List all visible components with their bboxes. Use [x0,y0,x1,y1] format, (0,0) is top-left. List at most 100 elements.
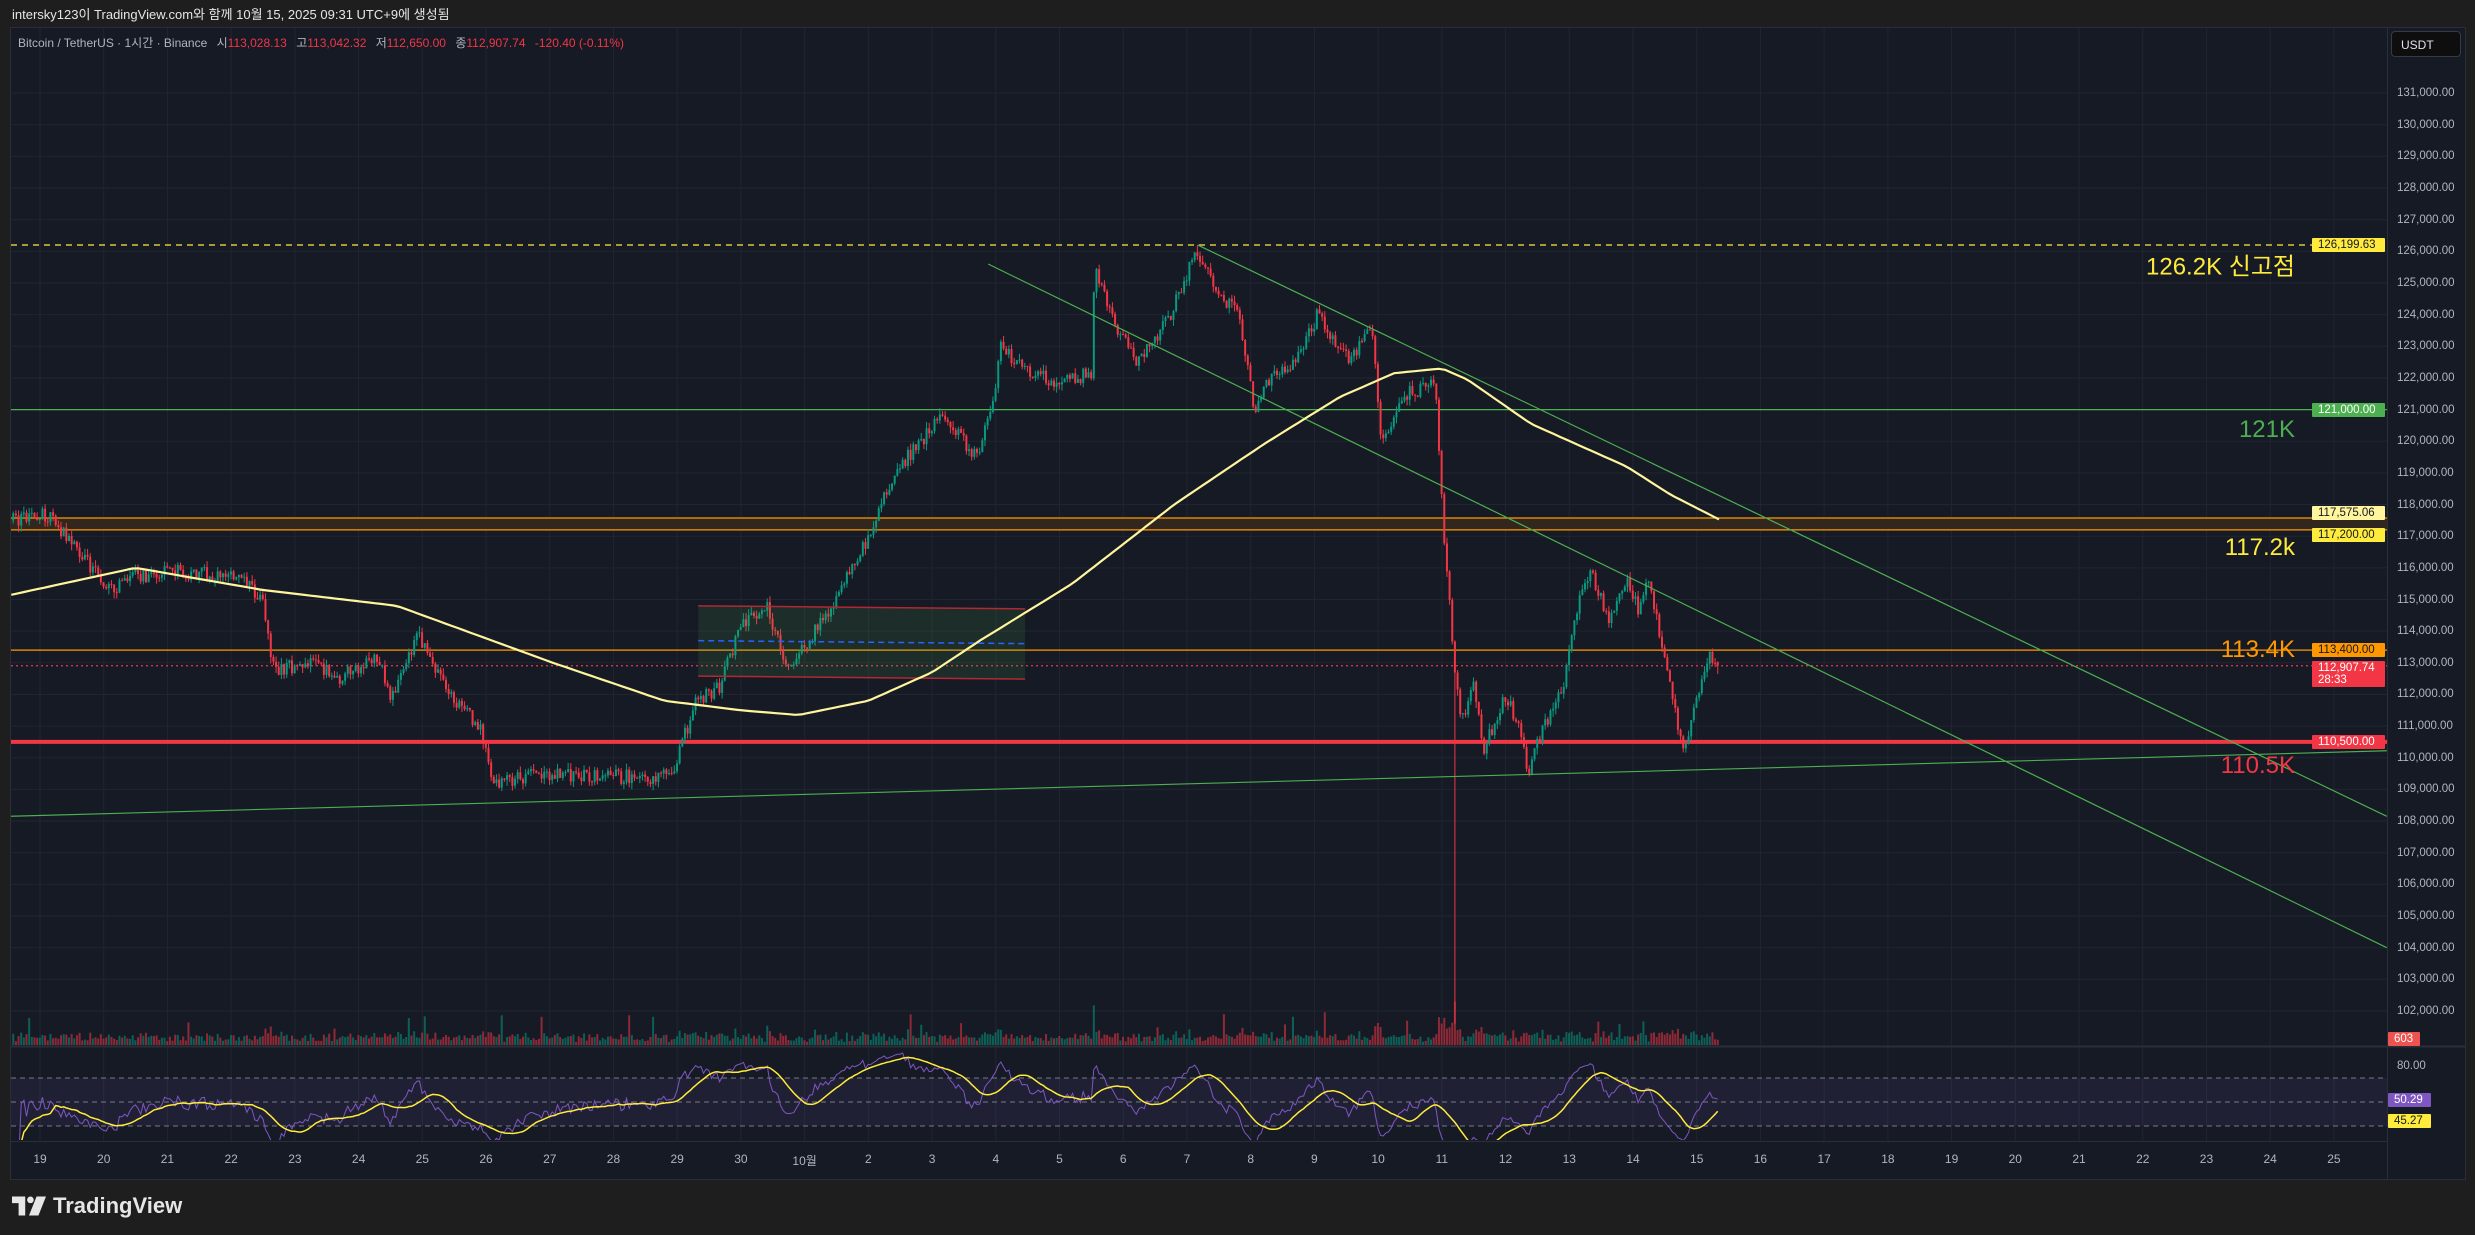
candle-body [1477,701,1480,715]
volume-bar [1228,1035,1231,1045]
volume-bar [771,1036,774,1045]
candle-body [137,569,140,574]
volume-bar [1496,1035,1499,1045]
candle-body [413,640,416,655]
candle-body [235,577,238,580]
candle-body [1589,570,1592,582]
volume-bar [1520,1036,1523,1045]
volume-bar [1655,1037,1658,1045]
volume-bar [1337,1040,1340,1045]
volume-bar [580,1037,583,1045]
volume-bar [933,1036,936,1045]
candle-body [1626,578,1629,587]
candle-body [875,520,878,528]
tradingview-logo[interactable]: TradingView [12,1193,182,1219]
volume-bar [678,1030,681,1045]
volume-bar [1305,1034,1308,1045]
volume-bar [885,1040,888,1045]
candle-body [630,774,633,784]
volume-bar [1384,1038,1387,1045]
volume-bar [1440,1023,1443,1045]
volume-bar [567,1036,570,1045]
volume-bar [691,1033,694,1045]
volume-bar [1321,1037,1324,1045]
candle-body [360,667,363,674]
candle-body [1491,729,1494,736]
symbol-name[interactable]: Bitcoin / TetherUS · 1시간 · Binance [18,36,208,50]
volume-bar [198,1035,201,1045]
candle-body [920,438,923,441]
volume-bar [344,1037,347,1045]
volume-bar [391,1037,394,1045]
candle-body [60,527,63,537]
volume-bar [1286,1040,1289,1045]
chart-frame[interactable] [10,27,2466,1180]
candle-body [588,772,591,782]
candle-body [864,542,867,549]
price-tick-label: 105,000.00 [2397,910,2455,922]
volume-bar [466,1037,469,1045]
candle-body [251,581,254,585]
volume-bar [163,1037,166,1045]
volume-bar [102,1038,105,1045]
volume-bar [1538,1037,1541,1045]
volume-bar [752,1035,755,1045]
candle-body [1546,719,1549,725]
volume-bar [1177,1037,1180,1045]
volume-bar [731,1038,734,1045]
candle-body [1655,609,1658,615]
time-tick-label: 5 [1056,1152,1063,1166]
candle-body [1549,710,1552,725]
candle-body [752,612,755,616]
candle-body [1180,292,1183,294]
candle-body [1591,570,1594,573]
time-tick-label: 30 [734,1152,748,1166]
volume-bar [1403,1035,1406,1045]
candle-body [989,411,992,419]
volume-bar [1448,1027,1451,1045]
currency-button[interactable]: USDT [2391,31,2461,57]
volume-bar [174,1034,177,1045]
candle-body [1472,681,1475,691]
candle-body [495,779,498,784]
volume-bar [559,1036,562,1045]
candle-body [829,608,832,617]
volume-bar [1570,1031,1573,1045]
volume-bar [121,1037,124,1045]
candle-body [221,573,224,578]
candle-body [1552,708,1555,711]
volume-bar [1530,1035,1533,1045]
candle-body [776,630,779,635]
volume-bar [936,1041,939,1045]
volume-bar [1414,1039,1417,1045]
volume-bars [12,1001,1719,1045]
volume-bar [662,1035,665,1045]
volume-bar [1517,1041,1520,1045]
candle-body [184,577,187,579]
candle-body [1331,335,1334,340]
volume-bar [1416,1039,1419,1045]
drawings[interactable] [10,244,2387,949]
volume-bar [368,1038,371,1045]
candle-body [357,665,360,674]
candle-body [1562,687,1565,694]
volume-bar [365,1035,368,1045]
volume-bar [612,1038,615,1045]
candle-body [511,776,514,786]
candle-body [654,776,657,782]
price-tick-label: 112,000.00 [2397,688,2454,701]
candle-body [1560,692,1563,694]
candle-body [166,566,169,568]
candle-body [681,738,684,747]
volume-bar [1387,1037,1390,1045]
candle-body [1161,321,1164,330]
volume-bar [421,1032,424,1045]
volume-bar [532,1038,535,1045]
candle-body [689,720,692,734]
volume-bar [1708,1036,1711,1045]
candle-body [1507,701,1510,706]
volume-bar [962,1037,965,1045]
volume-bar [859,1036,862,1045]
volume-bar [1042,1040,1045,1045]
